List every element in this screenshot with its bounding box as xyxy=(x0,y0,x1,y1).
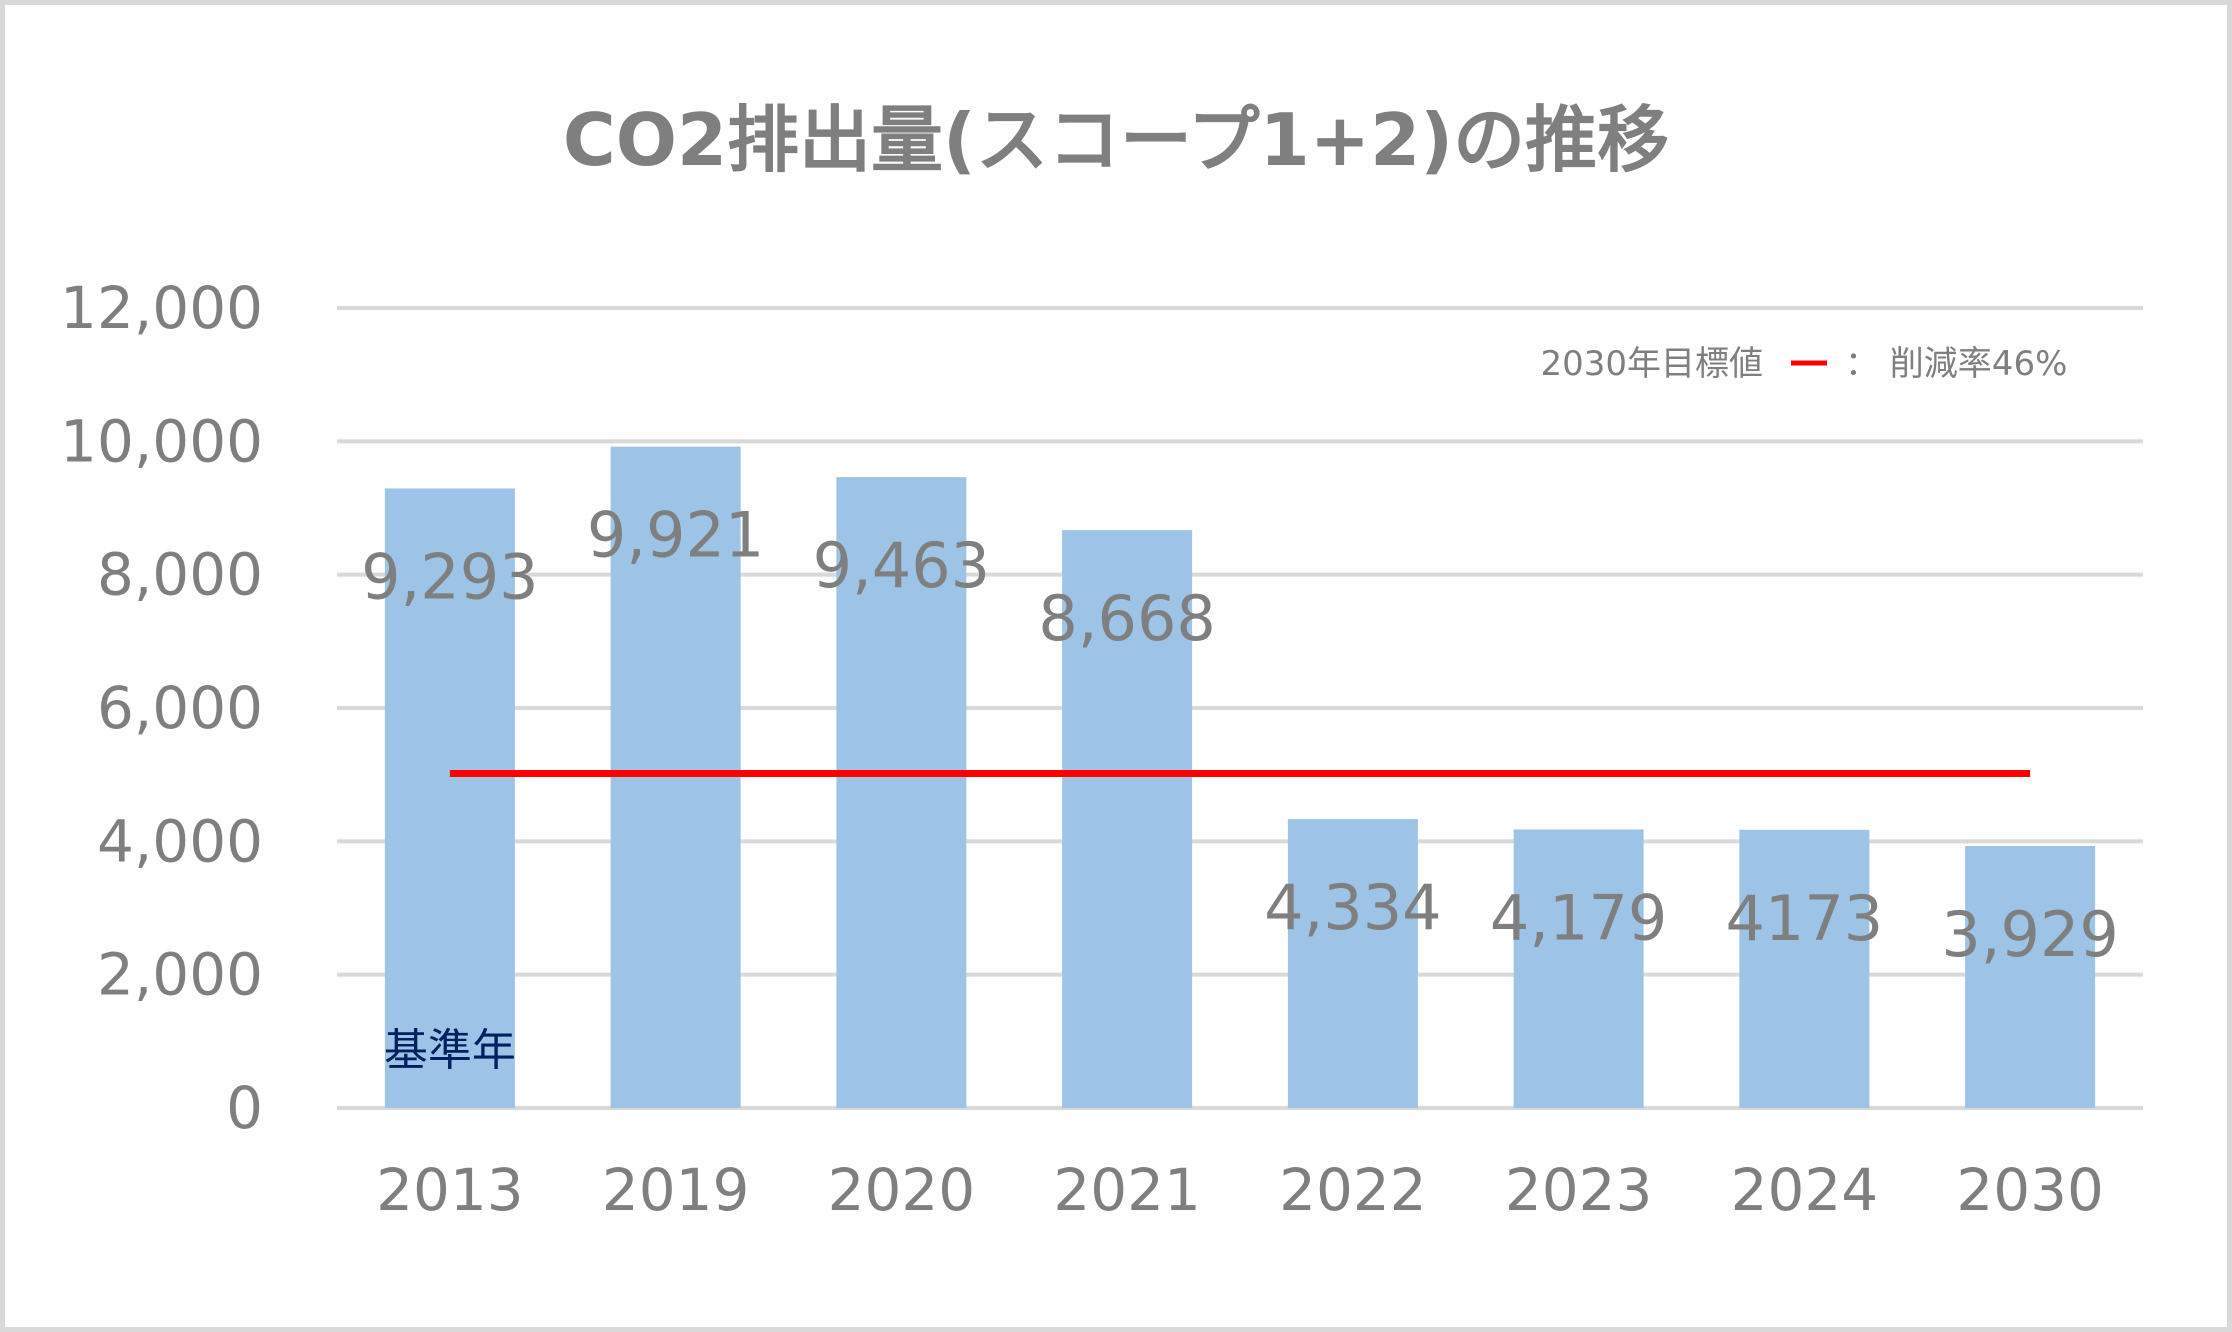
y-tick-label-0: 0 xyxy=(226,1074,263,1142)
x-tick-label-2019: 2019 xyxy=(602,1156,750,1224)
y-tick-label-12000: 12,000 xyxy=(60,274,263,342)
x-tick-label-2013: 2013 xyxy=(376,1156,524,1224)
y-tick-label-10000: 10,000 xyxy=(60,407,263,475)
target-legend-label: 2030年目標値 xyxy=(1540,344,1763,384)
data-label-2019: 9,921 xyxy=(587,499,765,572)
co2-bar-chart: CO2排出量(スコープ1+2)の推移 0 2,000 4,000 6,000 8,000… xyxy=(60,98,2143,1224)
bars xyxy=(384,446,2096,1109)
bar-2020 xyxy=(836,477,967,1109)
base-year-annotation: 基準年 xyxy=(384,1025,516,1076)
data-labels: 9,293 9,921 9,463 8,668 4,334 4,179 4173 3,929 xyxy=(361,499,2119,971)
bar-2021 xyxy=(1062,530,1193,1108)
data-label-2013: 9,293 xyxy=(361,540,539,613)
x-tick-label-2021: 2021 xyxy=(1053,1156,1201,1224)
bar-2013 xyxy=(384,488,515,1108)
bar-2024 xyxy=(1739,829,1870,1108)
y-tick-label-6000: 6,000 xyxy=(97,674,263,742)
x-tick-label-2020: 2020 xyxy=(828,1156,976,1224)
gridlines xyxy=(337,306,2143,1110)
data-label-2022: 4,334 xyxy=(1264,871,1442,944)
data-label-2030: 3,929 xyxy=(1941,898,2119,971)
x-tick-label-2023: 2023 xyxy=(1505,1156,1653,1224)
x-axis-tick-labels: 2013 2019 2020 2021 2022 2023 2024 2030 xyxy=(376,1156,2104,1224)
target-legend-suffix: ： 削減率46% xyxy=(1845,344,2067,384)
bar-2019 xyxy=(610,446,741,1109)
data-label-2023: 4,179 xyxy=(1490,881,1668,954)
x-tick-label-2030: 2030 xyxy=(1956,1156,2104,1224)
data-label-2024: 4173 xyxy=(1725,882,1883,955)
bar-2023 xyxy=(1513,829,1644,1108)
data-label-2020: 9,463 xyxy=(813,529,991,602)
y-tick-label-4000: 4,000 xyxy=(97,807,263,875)
data-label-2021: 8,668 xyxy=(1038,582,1216,655)
y-tick-label-8000: 8,000 xyxy=(97,541,263,609)
chart-title: CO2排出量(スコープ1+2)の推移 xyxy=(563,98,1669,182)
x-tick-label-2024: 2024 xyxy=(1731,1156,1879,1224)
target-legend: 2030年目標値 ： 削減率46% xyxy=(1540,344,2067,384)
bar-2030 xyxy=(1965,846,2096,1108)
bar-2022 xyxy=(1287,819,1418,1108)
x-tick-label-2022: 2022 xyxy=(1279,1156,1427,1224)
y-axis-tick-labels: 0 2,000 4,000 6,000 8,000 10,000 12,000 xyxy=(60,274,263,1142)
y-tick-label-2000: 2,000 xyxy=(97,941,263,1009)
